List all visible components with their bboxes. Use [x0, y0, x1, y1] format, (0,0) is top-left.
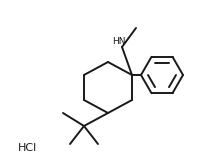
Text: HCl: HCl: [18, 143, 37, 153]
Text: HN: HN: [112, 36, 125, 46]
